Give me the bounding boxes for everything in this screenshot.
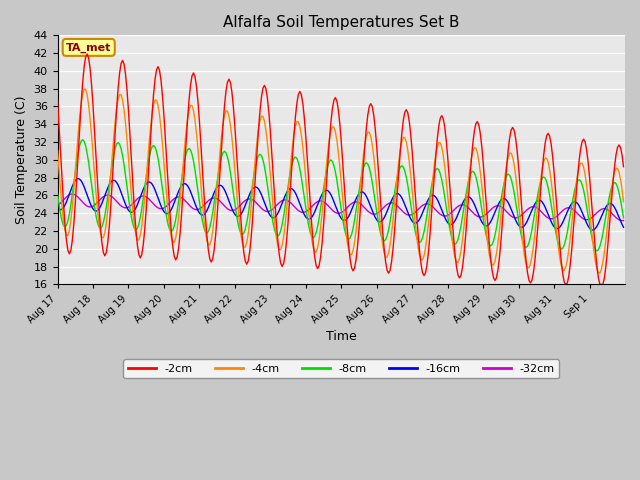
Title: Alfalfa Soil Temperatures Set B: Alfalfa Soil Temperatures Set B <box>223 15 460 30</box>
X-axis label: Time: Time <box>326 330 356 344</box>
Legend: -2cm, -4cm, -8cm, -16cm, -32cm: -2cm, -4cm, -8cm, -16cm, -32cm <box>124 360 559 378</box>
Y-axis label: Soil Temperature (C): Soil Temperature (C) <box>15 96 28 224</box>
Text: TA_met: TA_met <box>66 42 111 52</box>
